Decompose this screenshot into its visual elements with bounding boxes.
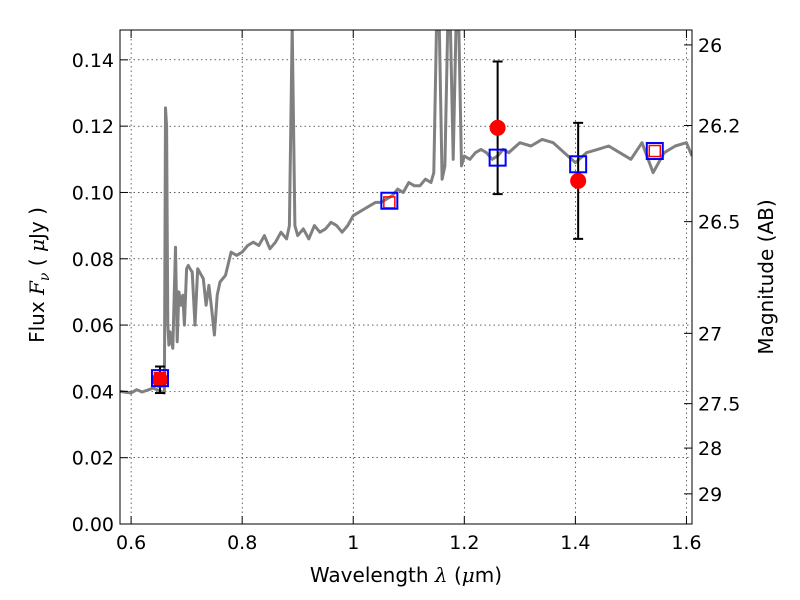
x-title-unit-close: m) <box>475 563 502 587</box>
series-layer <box>120 30 692 395</box>
y-title-F: F <box>25 280 49 296</box>
y2-tick-label: 27 <box>698 323 722 345</box>
grid-lines <box>120 30 692 525</box>
y-tick-label: 0.14 <box>72 50 114 72</box>
y2-tick-label: 29 <box>698 484 722 506</box>
y2-tick-label: 26.5 <box>698 212 740 234</box>
observed-point <box>489 119 506 136</box>
x-title-text: Wavelength <box>310 563 435 587</box>
x-title-lambda: λ <box>434 563 448 587</box>
x-axis-title: Wavelength λ (μm) <box>310 563 502 587</box>
y2-tick-label: 26.2 <box>698 115 740 137</box>
y-axis-title: Flux Fν ( μJy ) <box>25 207 53 343</box>
plot-area <box>120 30 692 395</box>
x-title-mu: μ <box>462 563 475 587</box>
model-square <box>150 369 169 388</box>
y-title-nu: ν <box>37 272 53 281</box>
y-tick-label: 0.04 <box>72 381 114 403</box>
model-square <box>488 148 507 167</box>
spectrum-line <box>120 30 692 395</box>
y-tick-label: 0.12 <box>72 116 114 138</box>
tick-labels: 0.6 0.8 1 1.2 1.4 1.6 0.00 0.02 0.04 0.06 0.08 0.10… <box>72 35 741 554</box>
x-tick-label: 1 <box>347 532 359 554</box>
y2-tick-label: 26 <box>698 35 722 57</box>
model-square <box>645 142 664 161</box>
x-tick-label: 0.6 <box>116 532 146 554</box>
y-title-text: Flux <box>25 295 49 343</box>
model-square <box>380 191 399 210</box>
observed-square <box>153 371 167 385</box>
x-title-unit-open: ( <box>448 563 462 587</box>
model-square <box>569 155 588 174</box>
y-tick-label: 0.00 <box>72 514 114 536</box>
x-tick-label: 1.4 <box>560 532 590 554</box>
y2-tick-label: 27.5 <box>698 394 740 416</box>
x-tick-label: 1.6 <box>671 532 701 554</box>
y-tick-label: 0.08 <box>72 249 114 271</box>
y-tick-label: 0.10 <box>72 182 114 204</box>
plot-frame <box>119 29 693 525</box>
y-title-close: Jy ) <box>25 207 49 241</box>
y2-tick-label: 28 <box>698 438 722 460</box>
tick-marks <box>120 30 692 525</box>
y-tick-label: 0.02 <box>72 448 114 470</box>
observed-square <box>648 144 662 158</box>
y-tick-label: 0.06 <box>72 315 114 337</box>
y-title-open: ( <box>25 252 49 273</box>
observed-point <box>570 172 587 189</box>
x-tick-label: 1.2 <box>449 532 479 554</box>
y-title-mu: μ <box>25 239 49 252</box>
y2-axis-title: Magnitude (AB) <box>754 199 778 354</box>
x-tick-label: 0.8 <box>227 532 257 554</box>
